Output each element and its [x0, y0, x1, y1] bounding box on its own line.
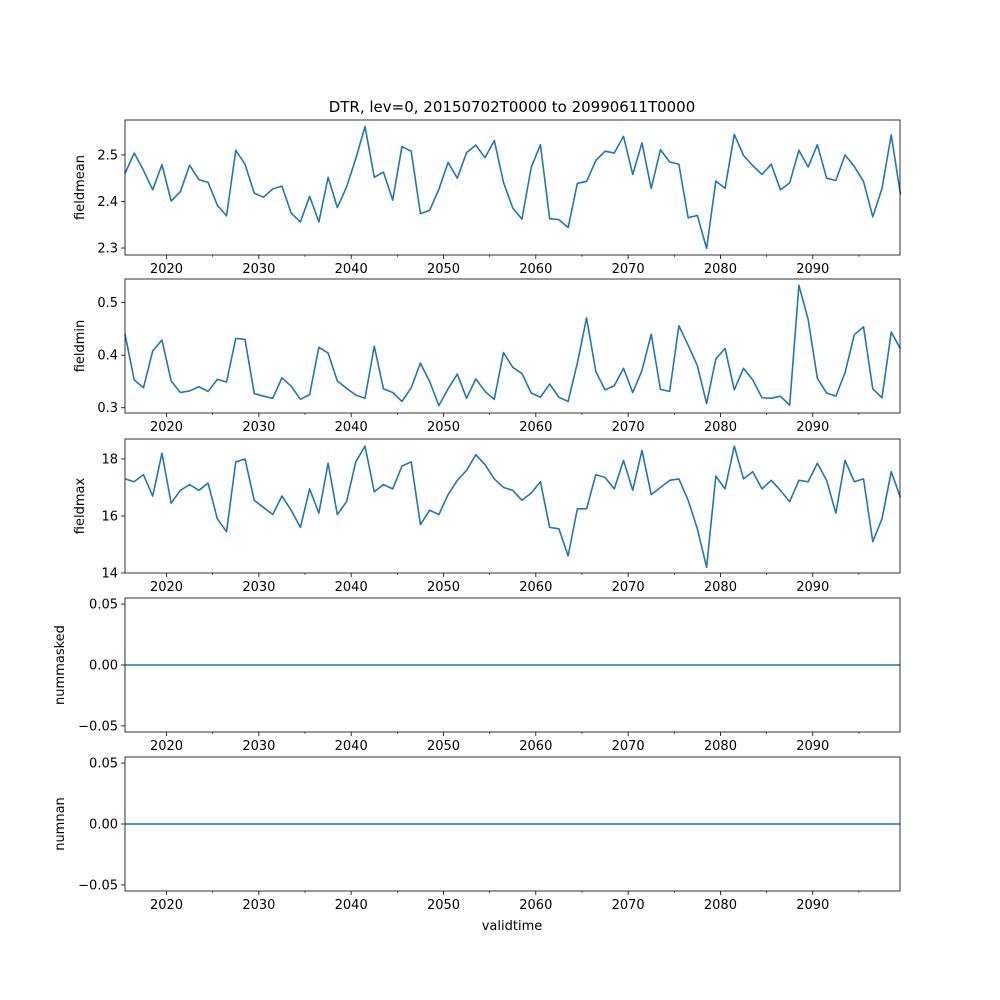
x-tick-label: 2050 — [427, 739, 460, 754]
subplot-fieldmax: 14 16 18 2020 2030 2040 2050 2060 2070 2080 2090 fi… — [73, 438, 902, 595]
x-tick-label: 2090 — [796, 580, 829, 595]
series-line-fieldmean — [124, 125, 902, 250]
x-tick-label: 2090 — [796, 420, 829, 435]
x-tick-label: 2060 — [519, 580, 552, 595]
x-tick-label: 2030 — [242, 580, 275, 595]
x-tick-label: 2070 — [612, 420, 645, 435]
x-tick-label: 2070 — [612, 739, 645, 754]
y-tick-label: 0.00 — [89, 818, 118, 833]
series-line-fieldmin — [124, 284, 902, 407]
x-tick-label: 2030 — [242, 898, 275, 913]
x-tick-label: 2090 — [796, 262, 829, 277]
x-tick-label: 2040 — [335, 580, 368, 595]
y-axis-label-fieldmin: fieldmin — [73, 320, 88, 373]
y-tick-label: 0.3 — [97, 401, 118, 416]
x-tick-label: 2050 — [427, 420, 460, 435]
x-tick-label: 2080 — [704, 580, 737, 595]
subplot-fieldmin: 0.3 0.4 0.5 2020 2030 2040 2050 2060 2070 2080 209… — [73, 278, 902, 435]
x-tick-label: 2050 — [427, 580, 460, 595]
y-axis-label-nummasked: nummasked — [53, 625, 68, 705]
y-tick-label: 0.05 — [89, 598, 118, 613]
y-tick-label: 16 — [101, 509, 118, 524]
y-tick-label: 0.5 — [97, 296, 118, 311]
x-tick-label: 2030 — [242, 262, 275, 277]
subplots: 2.3 2.4 2.5 2020 2030 2040 2050 2060 2070 2080 209… — [53, 119, 902, 913]
x-tick-label: 2080 — [704, 420, 737, 435]
x-tick-label: 2040 — [335, 262, 368, 277]
x-tick-label: 2060 — [519, 739, 552, 754]
x-tick-label: 2030 — [242, 739, 275, 754]
y-axis-label-fieldmax: fieldmax — [73, 478, 88, 535]
y-tick-label: 2.5 — [97, 148, 118, 163]
x-tick-label: 2020 — [150, 739, 183, 754]
y-tick-label: −0.05 — [78, 719, 118, 734]
x-tick-label: 2040 — [335, 420, 368, 435]
x-tick-label: 2050 — [427, 898, 460, 913]
chart-title: DTR, lev=0, 20150702T0000 to 20990611T00… — [329, 98, 696, 116]
y-tick-label: 2.3 — [97, 242, 118, 257]
x-tick-label: 2070 — [612, 898, 645, 913]
y-tick-label: −0.05 — [78, 878, 118, 893]
x-tick-label: 2020 — [150, 420, 183, 435]
x-tick-label: 2070 — [612, 580, 645, 595]
series-line-fieldmax — [124, 445, 902, 569]
subplot-fieldmean: 2.3 2.4 2.5 2020 2030 2040 2050 2060 2070 2080 209… — [73, 119, 902, 277]
x-tick-label: 2080 — [704, 898, 737, 913]
y-tick-label: 2.4 — [97, 195, 118, 210]
y-tick-label: 18 — [101, 452, 118, 467]
axes-frame — [124, 438, 901, 574]
x-tick-label: 2080 — [704, 739, 737, 754]
y-axis-label-fieldmean: fieldmean — [73, 155, 88, 220]
x-tick-label: 2020 — [150, 262, 183, 277]
x-tick-label: 2080 — [704, 262, 737, 277]
x-tick-label: 2050 — [427, 262, 460, 277]
x-axis-label: validtime — [482, 919, 543, 934]
x-tick-label: 2060 — [519, 262, 552, 277]
y-tick-label: 0.05 — [89, 757, 118, 772]
y-tick-label: 0.00 — [89, 659, 118, 674]
x-tick-label: 2040 — [335, 898, 368, 913]
x-tick-label: 2060 — [519, 420, 552, 435]
x-tick-label: 2090 — [796, 739, 829, 754]
subplot-numnan: −0.05 0.00 0.05 2020 2030 2040 2050 2060 2070 208… — [53, 757, 901, 913]
x-tick-label: 2020 — [150, 580, 183, 595]
x-tick-label: 2090 — [796, 898, 829, 913]
x-tick-label: 2070 — [612, 262, 645, 277]
y-tick-label: 14 — [101, 567, 118, 582]
axes-frame — [124, 119, 901, 256]
y-tick-label: 0.4 — [97, 349, 118, 364]
x-tick-label: 2040 — [335, 739, 368, 754]
y-axis-label-numnan: numnan — [53, 797, 68, 851]
x-tick-label: 2030 — [242, 420, 275, 435]
x-tick-label: 2020 — [150, 898, 183, 913]
x-tick-label: 2060 — [519, 898, 552, 913]
axes-frame — [124, 278, 901, 414]
subplot-nummasked: −0.05 0.00 0.05 2020 2030 2040 2050 2060 2070 208… — [53, 598, 901, 754]
